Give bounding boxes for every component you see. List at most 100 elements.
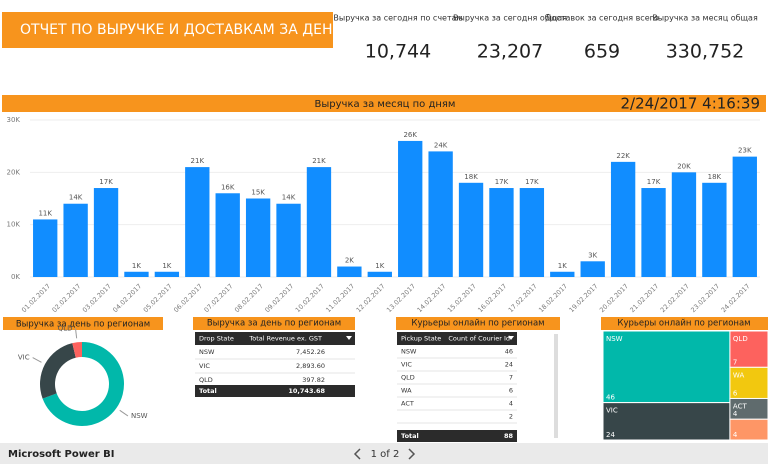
cell: 24	[505, 361, 513, 369]
cell: WA	[401, 387, 412, 395]
cell: 7,452.26	[296, 348, 325, 356]
kpi-label: Доставок за сегодня всего	[545, 14, 659, 23]
data-label: 20K	[677, 162, 691, 170]
bar	[185, 167, 210, 277]
data-label: 16K	[221, 183, 235, 191]
cell: 2,893.60	[296, 362, 325, 370]
table-header	[195, 332, 355, 345]
data-label: 11K	[38, 209, 52, 217]
treemap-cell	[602, 402, 731, 441]
cell: 397.82	[302, 376, 325, 384]
treemap-cell	[602, 330, 731, 404]
leader-line	[119, 409, 129, 417]
cell: NSW	[401, 348, 417, 356]
cell-value: 4	[733, 431, 738, 439]
data-label: 14K	[282, 194, 296, 202]
data-label: 17K	[647, 178, 661, 186]
cell: 2	[509, 413, 513, 421]
cell-label: NSW	[606, 335, 623, 343]
cell: ACT	[401, 400, 414, 408]
bar	[306, 167, 332, 277]
donut-slice	[39, 343, 76, 399]
next-page[interactable]	[408, 448, 416, 460]
cell: 6	[509, 387, 513, 395]
cell-label: VIC	[606, 407, 618, 415]
cell-value: 6	[733, 389, 738, 397]
bar	[337, 266, 362, 277]
chart-header	[2, 95, 766, 112]
slice-label: NSW	[131, 412, 148, 420]
chart-title: Выручка за месяц по дням	[315, 99, 456, 110]
data-label: 22K	[616, 152, 630, 160]
data-label: 1K	[162, 262, 171, 270]
data-label: 1K	[558, 262, 567, 270]
sort-icon	[508, 336, 514, 340]
slice-label: QLD	[58, 324, 73, 332]
cell-label: ACT	[733, 402, 748, 410]
bar	[550, 271, 575, 277]
panel-header	[601, 317, 768, 330]
total-value: 10,743.68	[288, 387, 325, 395]
cell: 7	[509, 374, 513, 382]
kpi-label: Выручка за сегодня общая	[453, 14, 567, 23]
bar	[519, 188, 545, 277]
footer-bar	[0, 443, 768, 464]
treemap-cell	[729, 330, 768, 368]
bar	[367, 271, 392, 277]
cell-label: QLD	[733, 335, 748, 343]
bar	[428, 151, 453, 277]
panel-title: Курьеры онлайн по регионам	[617, 319, 750, 329]
data-label: 23K	[738, 147, 752, 155]
bar	[33, 219, 58, 277]
y-tick-label: 20K	[7, 168, 21, 176]
table-header	[397, 332, 517, 345]
donut-slice	[42, 342, 124, 426]
kpi-value: 659	[584, 41, 620, 63]
data-label: 1K	[132, 262, 141, 270]
kpi-value: 23,207	[477, 41, 543, 63]
y-tick-label: 30K	[7, 116, 21, 124]
cell: VIC	[401, 361, 412, 369]
bar	[489, 188, 514, 277]
data-label: 24K	[434, 141, 448, 149]
leader-line	[32, 357, 42, 363]
cell-label: WA	[733, 371, 745, 379]
bar	[276, 203, 301, 277]
treemap-cell	[729, 418, 768, 441]
column-header: Drop State	[199, 335, 234, 343]
prev-page[interactable]	[353, 448, 361, 460]
kpi-label: Выручка за месяц общая	[652, 14, 758, 23]
panel-header	[3, 317, 163, 330]
total-value: 88	[504, 432, 514, 440]
bar	[671, 172, 697, 277]
data-label: 14K	[69, 194, 83, 202]
column-header: Total Revenue ex. GST	[248, 335, 322, 343]
bar	[641, 188, 666, 277]
cell-value: 7	[733, 358, 737, 366]
scrollbar[interactable]	[554, 334, 558, 438]
data-label: 18K	[708, 173, 722, 181]
total-label: Total	[199, 387, 217, 395]
panel-title: Выручка за день по регионам	[207, 319, 341, 329]
timestamp: 2/24/2017 4:16:39	[620, 95, 760, 113]
total-label: Total	[401, 432, 419, 440]
slice-label: VIC	[18, 354, 30, 362]
y-tick-label: 0K	[11, 273, 20, 281]
title-box	[2, 12, 333, 48]
cell: QLD	[199, 376, 213, 384]
sort-icon	[346, 336, 352, 340]
total-row	[195, 385, 355, 397]
pager: 1 of 2	[371, 449, 400, 460]
cell: VIC	[199, 362, 210, 370]
bar	[702, 182, 727, 277]
cell-value: 46	[606, 394, 615, 402]
kpi-value: 330,752	[666, 41, 745, 63]
data-label: 17K	[99, 178, 113, 186]
panel-header	[193, 317, 355, 330]
cell: 4	[509, 400, 513, 408]
data-label: 21K	[312, 157, 326, 165]
data-label: 21K	[191, 157, 205, 165]
data-label: 3K	[588, 251, 597, 259]
leader-line	[75, 328, 78, 339]
